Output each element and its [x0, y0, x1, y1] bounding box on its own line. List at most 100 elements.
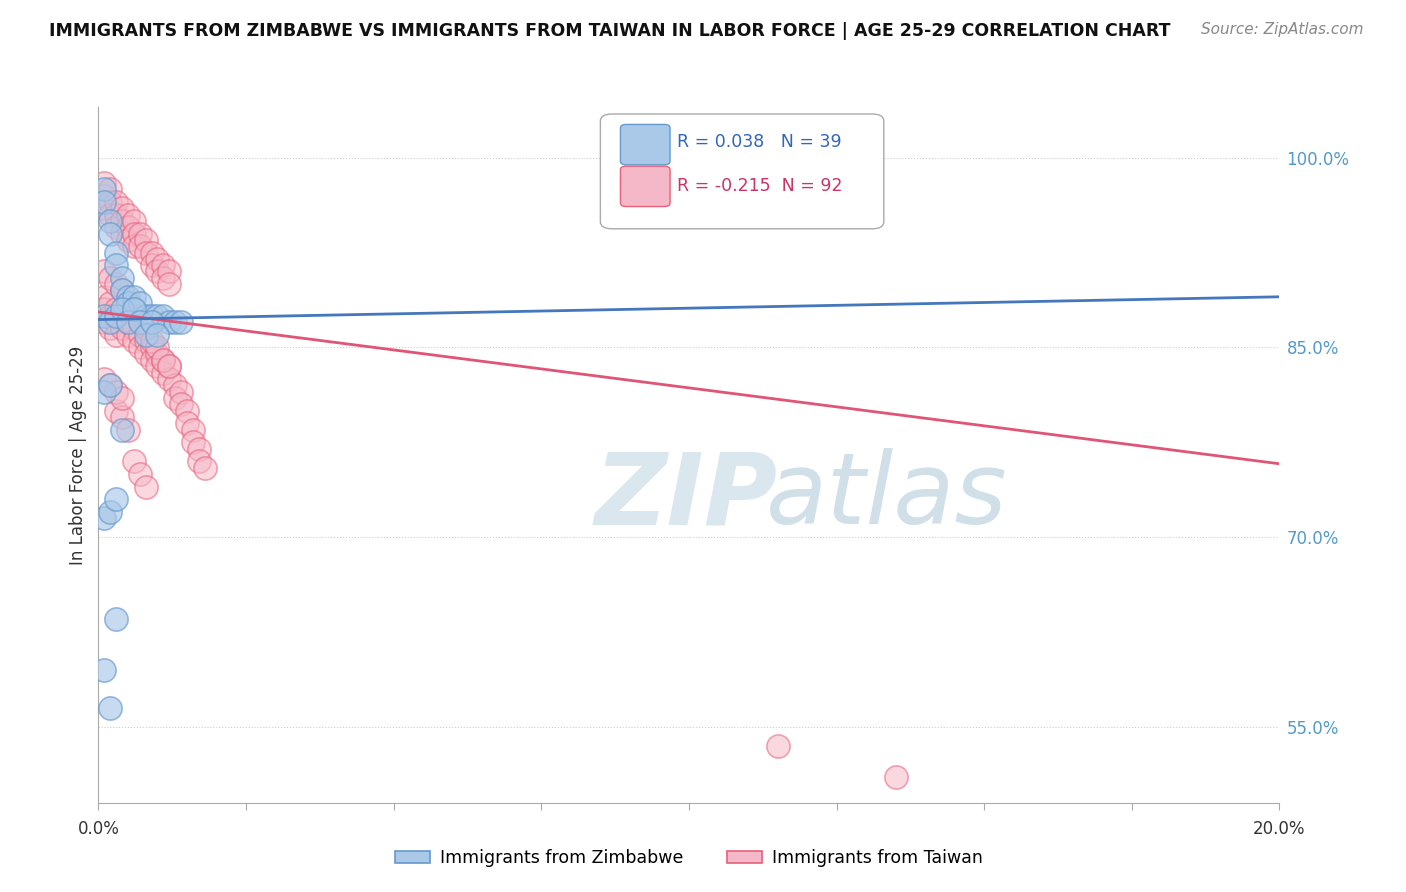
- Point: [98, 505, 121, 519]
- Point: [111, 284, 134, 298]
- FancyBboxPatch shape: [620, 124, 671, 165]
- Point: [181, 435, 204, 450]
- Point: [111, 321, 134, 335]
- Point: [98, 321, 121, 335]
- Point: [194, 460, 217, 475]
- Point: [111, 227, 134, 241]
- Point: [141, 258, 163, 272]
- Text: atlas: atlas: [766, 448, 1007, 545]
- Point: [105, 220, 128, 235]
- Point: [117, 423, 139, 437]
- Point: [111, 302, 134, 317]
- Point: [157, 264, 180, 278]
- Point: [884, 771, 907, 785]
- Point: [93, 194, 115, 209]
- Point: [187, 454, 209, 468]
- Point: [135, 347, 157, 361]
- Legend: Immigrants from Zimbabwe, Immigrants from Taiwan: Immigrants from Zimbabwe, Immigrants fro…: [388, 842, 990, 874]
- Point: [117, 296, 139, 310]
- Point: [93, 663, 115, 677]
- Point: [135, 327, 157, 342]
- Point: [165, 378, 187, 392]
- Point: [157, 277, 180, 292]
- Point: [93, 372, 115, 386]
- Point: [128, 315, 150, 329]
- Point: [122, 454, 145, 468]
- Point: [117, 208, 139, 222]
- Point: [122, 302, 145, 317]
- Point: [117, 296, 139, 310]
- Point: [122, 290, 145, 304]
- Point: [93, 188, 115, 202]
- Point: [98, 701, 121, 715]
- Point: [122, 334, 145, 348]
- Point: [181, 423, 204, 437]
- Point: [135, 321, 157, 335]
- Point: [111, 284, 134, 298]
- Point: [93, 176, 115, 190]
- Point: [98, 309, 121, 323]
- Point: [117, 315, 139, 329]
- Point: [146, 264, 169, 278]
- Point: [135, 479, 157, 493]
- Y-axis label: In Labor Force | Age 25-29: In Labor Force | Age 25-29: [69, 345, 87, 565]
- Point: [98, 214, 121, 228]
- Point: [146, 347, 169, 361]
- Point: [122, 214, 145, 228]
- Point: [170, 315, 193, 329]
- Point: [111, 201, 134, 215]
- Point: [165, 315, 187, 329]
- Point: [135, 233, 157, 247]
- Point: [105, 492, 128, 507]
- Point: [146, 309, 169, 323]
- Point: [93, 302, 115, 317]
- Text: R = -0.215  N = 92: R = -0.215 N = 92: [678, 177, 842, 194]
- Point: [128, 327, 150, 342]
- Point: [122, 302, 145, 317]
- Point: [135, 245, 157, 260]
- Point: [111, 391, 134, 405]
- Point: [111, 309, 134, 323]
- Point: [105, 612, 128, 626]
- Point: [122, 239, 145, 253]
- Point: [141, 245, 163, 260]
- Point: [146, 252, 169, 266]
- Point: [141, 340, 163, 354]
- Point: [93, 290, 115, 304]
- Point: [105, 384, 128, 399]
- Point: [141, 334, 163, 348]
- Point: [117, 290, 139, 304]
- Point: [93, 264, 115, 278]
- Point: [98, 182, 121, 196]
- Point: [152, 353, 174, 368]
- Point: [105, 309, 128, 323]
- Point: [98, 378, 121, 392]
- Point: [135, 334, 157, 348]
- Text: 0.0%: 0.0%: [77, 820, 120, 838]
- Point: [117, 315, 139, 329]
- Point: [135, 309, 157, 323]
- Point: [105, 302, 128, 317]
- Point: [766, 739, 789, 753]
- Point: [93, 201, 115, 215]
- Point: [105, 208, 128, 222]
- Point: [176, 417, 198, 431]
- Point: [122, 321, 145, 335]
- Point: [157, 359, 180, 374]
- Point: [128, 340, 150, 354]
- Point: [128, 227, 150, 241]
- Point: [122, 302, 145, 317]
- Point: [141, 315, 163, 329]
- Point: [117, 220, 139, 235]
- Point: [105, 403, 128, 417]
- Point: [111, 270, 134, 285]
- Point: [152, 270, 174, 285]
- Point: [105, 327, 128, 342]
- Point: [152, 366, 174, 380]
- Text: IMMIGRANTS FROM ZIMBABWE VS IMMIGRANTS FROM TAIWAN IN LABOR FORCE | AGE 25-29 CO: IMMIGRANTS FROM ZIMBABWE VS IMMIGRANTS F…: [49, 22, 1171, 40]
- Point: [157, 359, 180, 374]
- Point: [93, 315, 115, 329]
- Point: [93, 511, 115, 525]
- Point: [176, 403, 198, 417]
- Point: [146, 340, 169, 354]
